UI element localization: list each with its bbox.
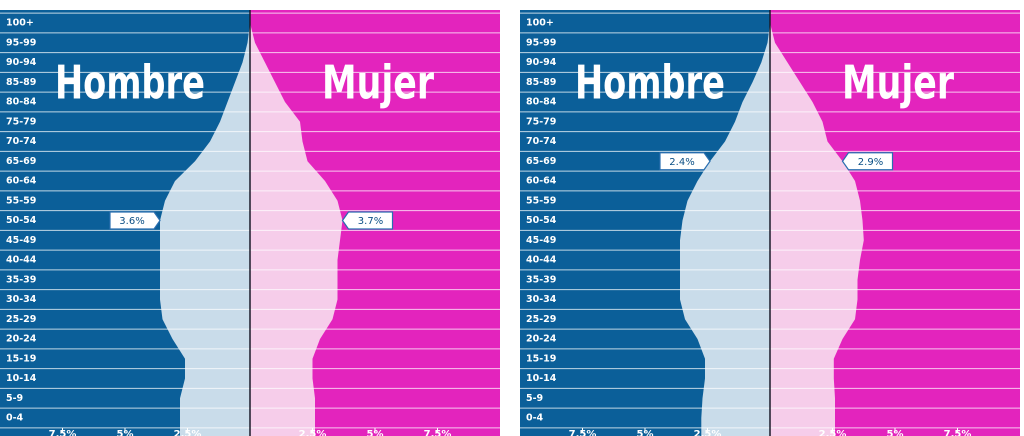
x-tick-label: 2.5% (819, 429, 847, 436)
age-label: 40-44 (6, 255, 37, 266)
age-label: 20-24 (526, 334, 557, 345)
pyramid-chart: 0-4 5-9 10-14 15-19 20-24 25-29 30-34 35-39 40-4… (520, 10, 1020, 436)
pyramid-area (250, 18, 343, 436)
legend-label: Mujer (322, 56, 434, 110)
age-label: 50-54 (526, 215, 557, 226)
age-label: 85-89 (6, 77, 36, 88)
pyramid-chart: 0-4 5-9 10-14 15-19 20-24 25-29 30-34 35-39 40-4… (0, 10, 500, 436)
age-label: 25-29 (6, 314, 36, 325)
age-label: 0-4 (526, 413, 544, 424)
value-label: 3.7% (358, 216, 383, 227)
age-label: 95-99 (526, 37, 556, 48)
age-label: 25-29 (526, 314, 556, 325)
age-label: 85-89 (526, 77, 556, 88)
x-tick-label: 5% (117, 429, 134, 436)
x-tick-label: 7.5% (944, 429, 972, 436)
legend-label: Hombre (55, 56, 205, 110)
legend-label: Mujer (842, 56, 954, 110)
x-tick-label: 7.5% (569, 429, 597, 436)
x-tick-label: 5% (367, 429, 384, 436)
age-label: 30-34 (526, 294, 557, 305)
pyramid-area (160, 18, 250, 436)
age-label: 100+ (6, 18, 34, 29)
value-label: 3.6% (119, 216, 144, 227)
x-tick-label: 5% (637, 429, 654, 436)
age-label: 5-9 (526, 393, 543, 404)
age-label: 50-54 (6, 215, 37, 226)
age-label: 10-14 (526, 373, 557, 384)
age-label: 15-19 (6, 353, 36, 364)
age-label: 80-84 (526, 97, 557, 108)
age-label: 10-14 (6, 373, 37, 384)
age-label: 90-94 (6, 57, 37, 68)
x-tick-label: 5% (887, 429, 904, 436)
age-label: 5-9 (6, 393, 23, 404)
value-label: 2.9% (858, 157, 883, 168)
value-callout (841, 152, 894, 171)
age-label: 95-99 (6, 37, 36, 48)
age-label: 80-84 (6, 97, 37, 108)
age-label: 65-69 (526, 156, 556, 167)
value-callout (109, 211, 161, 230)
x-tick-label: 2.5% (694, 429, 722, 436)
age-label: 60-64 (6, 176, 37, 187)
age-label: 55-59 (6, 195, 36, 206)
age-label: 75-79 (6, 116, 36, 127)
age-label: 30-34 (6, 294, 37, 305)
pyramid-area (680, 18, 770, 436)
age-label: 35-39 (526, 274, 556, 285)
legend-label: Hombre (575, 56, 725, 110)
age-label: 70-74 (6, 136, 37, 147)
age-label: 35-39 (6, 274, 36, 285)
x-tick-label: 2.5% (299, 429, 327, 436)
age-label: 15-19 (526, 353, 556, 364)
pyramid-area (770, 18, 864, 436)
age-label: 45-49 (526, 235, 556, 246)
age-label: 100+ (526, 18, 554, 29)
value-callout (659, 152, 711, 171)
x-tick-label: 7.5% (424, 429, 452, 436)
age-label: 90-94 (526, 57, 557, 68)
x-tick-label: 7.5% (49, 429, 77, 436)
value-callout (341, 211, 394, 230)
age-label: 60-64 (526, 176, 557, 187)
age-label: 40-44 (526, 255, 557, 266)
age-label: 45-49 (6, 235, 36, 246)
age-label: 0-4 (6, 413, 24, 424)
age-label: 75-79 (526, 116, 556, 127)
age-label: 55-59 (526, 195, 556, 206)
age-label: 65-69 (6, 156, 36, 167)
x-tick-label: 2.5% (174, 429, 202, 436)
age-label: 70-74 (526, 136, 557, 147)
age-label: 20-24 (6, 334, 37, 345)
value-label: 2.4% (669, 157, 694, 168)
